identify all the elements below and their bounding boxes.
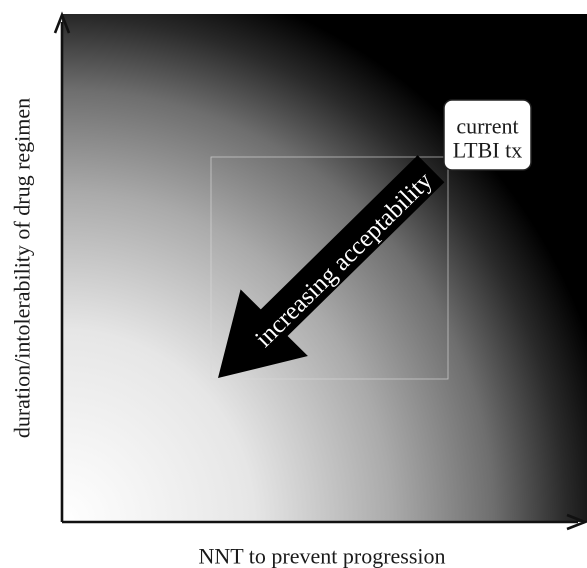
callout-line-2: LTBI tx: [453, 138, 522, 163]
axes: [53, 11, 587, 531]
current-ltbi-callout: current LTBI tx: [443, 99, 532, 171]
y-axis-arrowhead: [53, 11, 71, 34]
arrow-shape: [218, 155, 445, 378]
x-axis-arrowhead: [566, 513, 587, 531]
inner-region-outline: [210, 156, 449, 380]
y-axis-label: duration/intolerability of drug regimen: [10, 98, 35, 438]
x-axis-label: NNT to prevent progression: [198, 544, 445, 568]
callout-line-1: current: [456, 114, 518, 139]
callout-box: [443, 99, 532, 171]
